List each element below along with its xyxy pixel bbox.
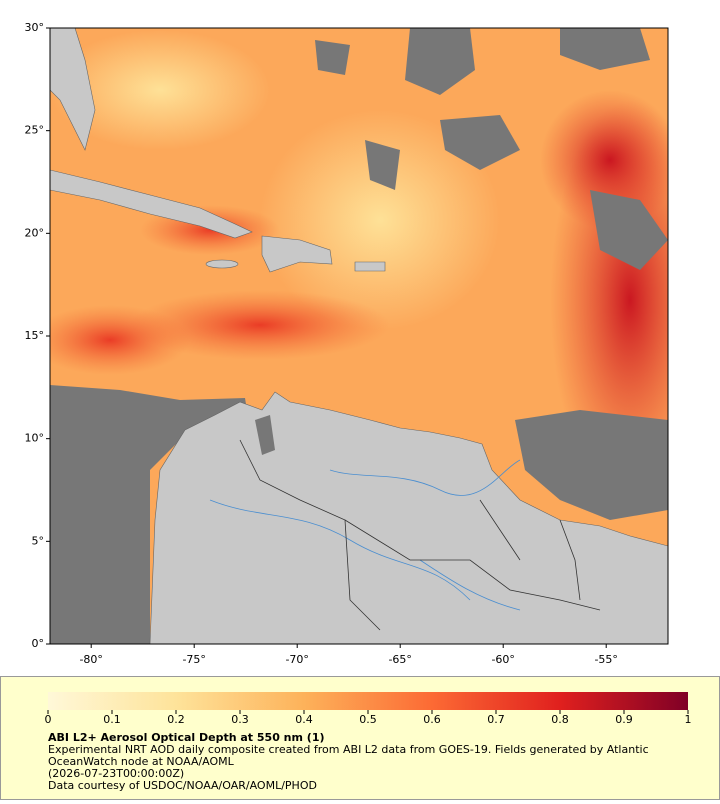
- lon-tick-label: -55°: [594, 653, 617, 666]
- borders: [239, 439, 601, 631]
- land: [50, 28, 668, 644]
- colorbar-tick-label: 0.9: [615, 713, 633, 726]
- lake: [255, 415, 275, 455]
- colorbar-tick-label: 0.2: [167, 713, 185, 726]
- rivers: [209, 459, 521, 611]
- aod-low: [260, 110, 500, 330]
- colorbar-tick-label: 0.7: [487, 713, 505, 726]
- lat-tick-label: 20°: [25, 226, 45, 239]
- aod-high: [540, 90, 668, 230]
- legend-line: Data courtesy of USDOC/NOAA/OAR/AOML/PHO…: [48, 779, 317, 792]
- colorbar-tick-label: 0.4: [295, 713, 313, 726]
- lon-tick-label: -75°: [182, 653, 205, 666]
- lon-tick-label: -60°: [491, 653, 514, 666]
- aod-low: [50, 30, 270, 150]
- lat-tick-label: 30°: [25, 21, 45, 34]
- cloud-cover: [50, 28, 668, 644]
- colorbar-tick-label: 0: [45, 713, 52, 726]
- colorbar-tick-label: 0.3: [231, 713, 249, 726]
- lat-tick-label: 10°: [25, 432, 45, 445]
- lat-tick-label: 15°: [25, 329, 45, 342]
- legend-line: Experimental NRT AOD daily composite cre…: [48, 743, 649, 756]
- aod-high: [130, 290, 390, 360]
- legend-line: OceanWatch node at NOAA/AOML: [48, 755, 235, 768]
- lat-tick-label: 0°: [32, 637, 45, 650]
- lon-tick-label: -65°: [388, 653, 411, 666]
- legend-title: ABI L2+ Aerosol Optical Depth at 550 nm …: [48, 731, 325, 744]
- legend-line: (2026-07-23T00:00:00Z): [48, 767, 184, 780]
- lat-tick-label: 5°: [32, 534, 45, 547]
- colorbar-tick-label: 0.6: [423, 713, 441, 726]
- lon-tick-label: -80°: [79, 653, 102, 666]
- colorbar-tick-label: 0.8: [551, 713, 569, 726]
- colorbar-tick-label: 0.5: [359, 713, 377, 726]
- aod-high: [50, 305, 190, 375]
- colorbar-tick-label: 1: [685, 713, 692, 726]
- map-field: [50, 28, 668, 644]
- colorbar-tick-label: 0.1: [103, 713, 121, 726]
- colorbar: [48, 692, 688, 710]
- lon-tick-label: -70°: [285, 653, 308, 666]
- lat-tick-label: 25°: [25, 124, 45, 137]
